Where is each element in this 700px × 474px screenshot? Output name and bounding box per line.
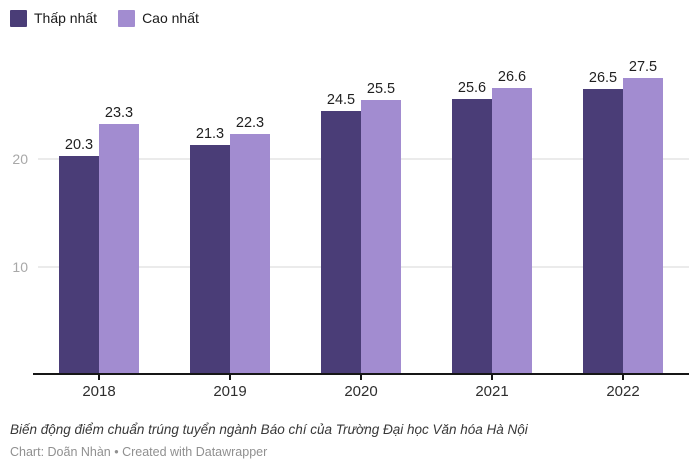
- bar-highest: [230, 134, 270, 374]
- value-label: 24.5: [326, 92, 356, 108]
- value-label: 25.6: [457, 80, 487, 96]
- x-axis-tick: [98, 375, 100, 380]
- x-axis-tick: [229, 375, 231, 380]
- legend: Thấp nhất Cao nhất: [10, 10, 199, 27]
- legend-label: Thấp nhất: [34, 10, 98, 26]
- value-label: 23.3: [104, 105, 134, 121]
- x-axis-tick: [360, 375, 362, 380]
- y-axis-tick-label: 10: [12, 258, 28, 275]
- legend-item: Thấp nhất: [10, 10, 97, 27]
- x-axis-line: [33, 373, 689, 375]
- x-axis-tick-label: 2022: [606, 383, 640, 400]
- bar-lowest: [321, 111, 361, 374]
- value-label: 22.3: [235, 115, 265, 131]
- x-axis-tick-label: 2021: [475, 383, 509, 400]
- x-axis-tick-label: 2018: [82, 383, 116, 400]
- legend-label: Cao nhất: [142, 10, 199, 26]
- bar-lowest: [59, 156, 99, 374]
- chart-title: Biến động điểm chuẩn trúng tuyển ngành B…: [10, 422, 528, 437]
- bar-highest: [361, 100, 401, 374]
- legend-item: Cao nhất: [118, 10, 199, 27]
- bar-highest: [99, 124, 139, 374]
- bar-lowest: [190, 145, 230, 374]
- value-label: 26.6: [497, 69, 527, 85]
- legend-swatch-icon: [118, 10, 136, 27]
- x-axis-tick-label: 2020: [344, 383, 378, 400]
- value-label: 26.5: [588, 70, 618, 86]
- bar-highest: [492, 88, 532, 374]
- x-axis-tick-label: 2019: [213, 383, 247, 400]
- value-label: 21.3: [195, 126, 225, 142]
- legend-swatch-icon: [10, 10, 27, 27]
- y-axis-tick-label: 20: [12, 151, 28, 167]
- footer: Biến động điểm chuẩn trúng tuyển ngành B…: [10, 421, 690, 460]
- value-label: 20.3: [64, 137, 94, 153]
- value-label: 25.5: [366, 81, 396, 97]
- x-axis-tick: [622, 375, 624, 380]
- x-axis-tick: [491, 375, 493, 380]
- bar-highest: [623, 78, 663, 374]
- bar-lowest: [583, 89, 623, 374]
- chart-byline: Chart: Doãn Nhàn • Created with Datawrap…: [10, 445, 268, 459]
- value-label: 27.5: [628, 59, 658, 75]
- bar-lowest: [452, 99, 492, 374]
- plot-area: 10 20 20.3 23.3 2018 21.3 22.3 2019 24.5 25.5 2020…: [0, 35, 700, 415]
